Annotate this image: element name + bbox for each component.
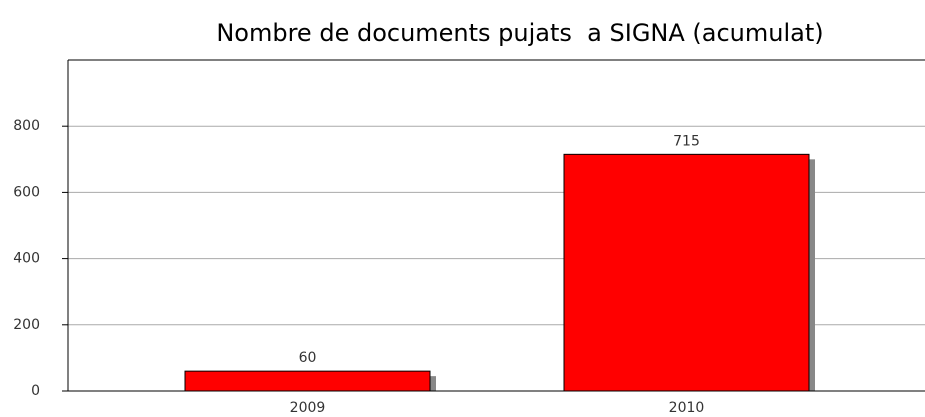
y-tick-label: 800: [13, 118, 40, 134]
x-tick-label: 2010: [669, 400, 705, 416]
chart-title: Nombre de documents pujats a SIGNA (acum…: [216, 19, 823, 47]
value-label: 60: [299, 350, 317, 366]
bar: [563, 153, 810, 392]
value-label: 715: [673, 133, 700, 149]
y-tick-label: 600: [13, 184, 40, 200]
y-tick-label: 0: [31, 383, 40, 399]
x-tick-label: 2009: [290, 400, 326, 416]
y-tick-label: 200: [13, 317, 40, 333]
bar: [184, 370, 431, 392]
y-tick-label: 400: [13, 251, 40, 267]
